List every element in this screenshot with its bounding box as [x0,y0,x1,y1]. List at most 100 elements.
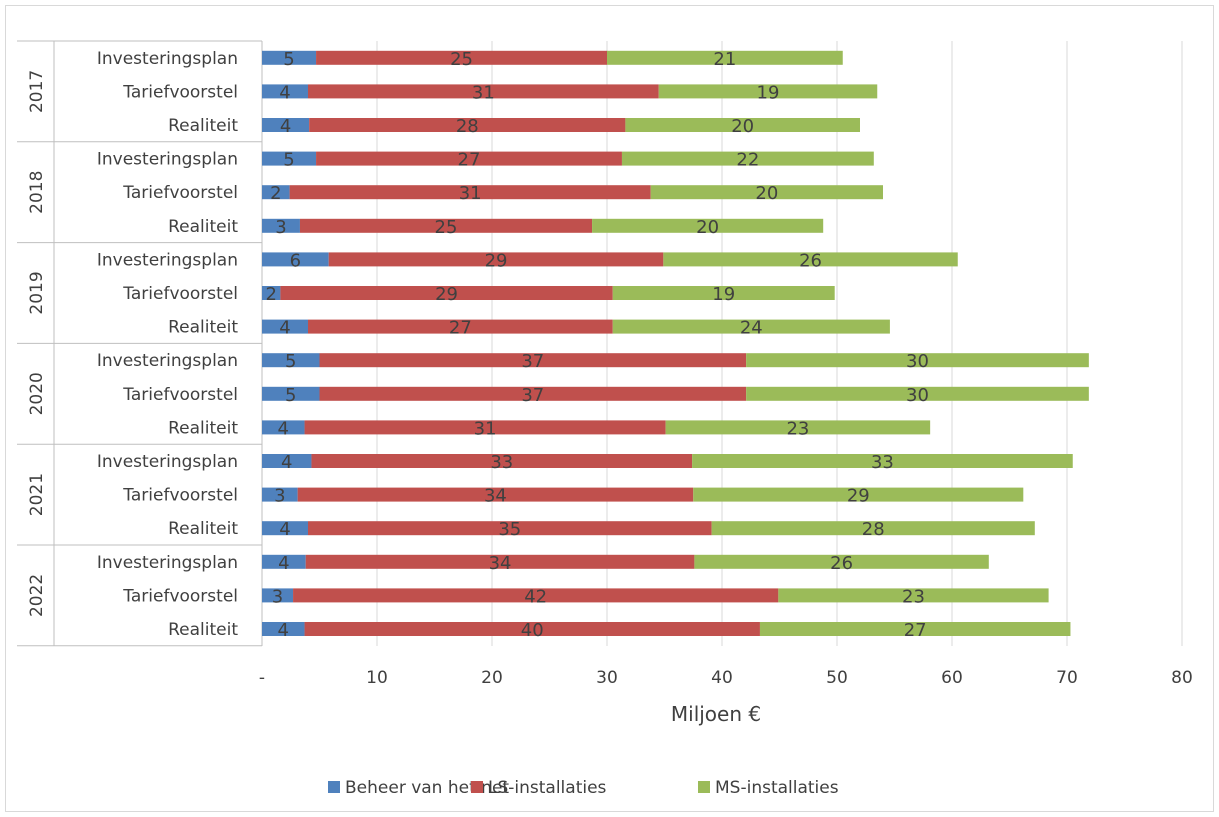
data-label: 19 [712,284,735,305]
data-label: 26 [830,553,853,574]
bar-segment [311,454,693,468]
data-label: 27 [449,318,472,339]
data-label: 5 [285,351,296,372]
bar-segment [262,252,329,267]
data-label: 24 [740,318,763,339]
sub-category-label: Tariefvoorstel [122,284,238,304]
data-label: 4 [278,418,289,439]
sub-category-label: Tariefvoorstel [122,385,238,405]
data-label: 29 [485,250,508,271]
data-label: 31 [472,82,495,103]
data-label: 27 [458,150,481,171]
x-axis-ticks: - 10 20 30 40 50 60 70 80 [259,668,1193,688]
data-label: 25 [435,217,458,238]
bar-segment [304,420,666,435]
bar-segment [262,118,310,132]
data-label: 33 [871,452,894,473]
sub-category-label: Tariefvoorstel [122,586,238,606]
bar-segment [612,319,890,334]
data-label: 27 [904,620,927,641]
x-tick-label: 60 [941,668,963,688]
bar-segment [612,286,835,300]
data-label: 2 [270,183,281,204]
data-label: 37 [521,385,544,406]
sub-category-label: Tariefvoorstel [122,82,238,102]
bar-segment [694,554,989,569]
bar-segment [693,487,1024,502]
data-label: 4 [280,116,291,137]
x-tick-label: 30 [596,668,618,688]
data-label: 25 [450,49,473,70]
bar-segment [592,218,824,233]
bar-segment [289,185,651,200]
data-label: 29 [847,486,870,507]
data-label: 3 [275,217,286,238]
data-label: 28 [862,519,885,540]
bar-segment [262,588,294,603]
data-label: 26 [799,250,822,271]
data-label: 31 [474,418,497,439]
sub-category-label: Investeringsplan [97,452,238,472]
data-label: 4 [279,82,290,103]
sub-category-label: Realiteit [168,318,238,338]
data-label: 34 [489,553,512,574]
bar-segment [316,50,607,65]
bar-segment [262,84,308,99]
y-axis-categories: Investeringsplan Tariefvoorstel Realiteit I… [27,49,238,640]
bar-segment [262,353,320,368]
legend-label: MS-installaties [715,778,839,798]
legend-swatch [328,781,340,793]
data-label: 21 [713,49,736,70]
bars [262,50,1089,636]
bar-segment [316,151,622,166]
sub-category-label: Tariefvoorstel [122,486,238,506]
bar-segment [621,151,874,166]
bar-segment [650,185,883,200]
data-label: 5 [283,150,294,171]
chart-frame: 5 25 21 4 31 19 4 28 20 5 27 22 2 31 20 3 25 20 6 29 26 2 29 19… [5,5,1214,812]
bar-segment [328,252,664,267]
bar-segment [625,118,860,132]
bar-segment [262,218,300,233]
sub-category-label: Investeringsplan [97,150,238,170]
group-label: 2022 [27,574,47,617]
bar-segment [319,386,747,401]
data-label: 2 [265,284,276,305]
bar-segment [280,286,613,300]
x-tick-label: 80 [1171,668,1193,688]
data-label: 5 [283,49,294,70]
legend-swatch [471,781,483,793]
group-label: 2020 [27,372,47,415]
data-label: 3 [272,586,283,607]
bar-segment [658,84,878,99]
data-label: 28 [456,116,479,137]
x-tick-label: 50 [826,668,848,688]
bar-segment [308,319,613,334]
bar-segment [262,386,320,401]
bar-segment [262,622,305,636]
group-label: 2018 [27,171,47,214]
bar-segment [304,622,760,636]
sub-category-label: Investeringsplan [97,49,238,69]
bar-segment [262,487,298,502]
bar-segment [711,521,1035,536]
gridlines [376,41,1183,646]
data-label: 20 [755,183,778,204]
data-label: 4 [278,553,289,574]
data-label: 5 [285,385,296,406]
data-label: 37 [521,351,544,372]
bar-segment [262,420,305,435]
x-axis-title: Miljoen € [671,702,761,726]
bar-segment [297,487,694,502]
data-label: 22 [736,150,759,171]
legend-swatch [698,781,710,793]
data-label: 33 [490,452,513,473]
x-tick-label: 40 [711,668,733,688]
axes [17,40,263,647]
sub-category-label: Realiteit [168,217,238,237]
data-label: 4 [279,519,290,540]
data-label: 20 [731,116,754,137]
legend-label: LS-installaties [488,778,607,798]
data-label: 3 [274,486,285,507]
